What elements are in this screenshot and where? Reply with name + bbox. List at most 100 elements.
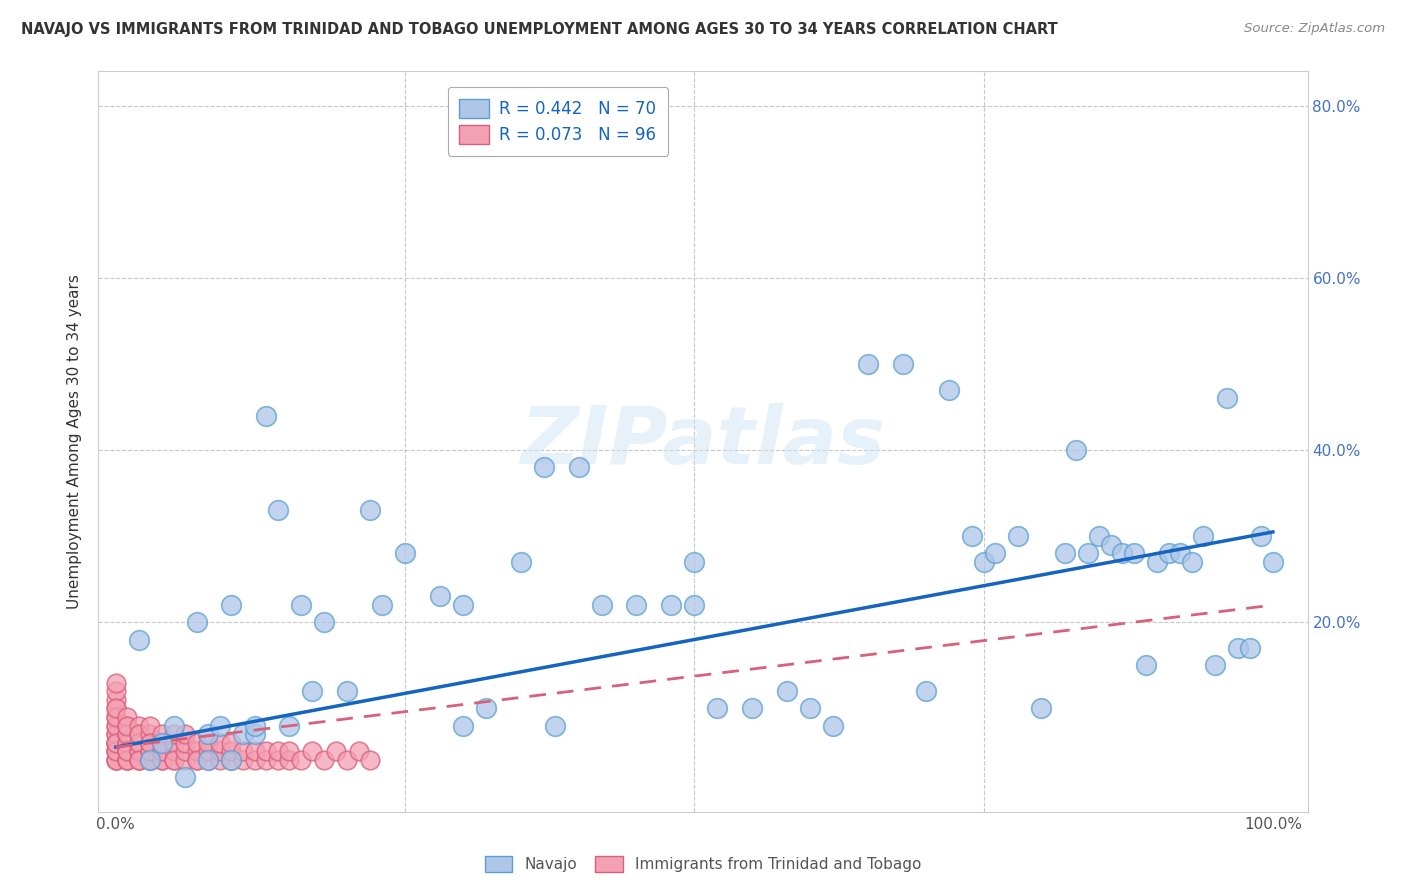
Point: [914, 684, 936, 698]
Point: [186, 615, 208, 630]
Point: [1168, 546, 1191, 560]
Point: [208, 744, 231, 758]
Point: [254, 409, 277, 423]
Point: [1157, 546, 1180, 560]
Point: [139, 744, 162, 758]
Point: [1146, 555, 1168, 569]
Point: [117, 718, 139, 732]
Point: [128, 744, 150, 758]
Point: [336, 753, 359, 767]
Point: [626, 598, 648, 612]
Legend: Navajo, Immigrants from Trinidad and Tobago: Navajo, Immigrants from Trinidad and Tob…: [477, 848, 929, 880]
Point: [359, 753, 381, 767]
Point: [174, 753, 197, 767]
Point: [104, 753, 127, 767]
Point: [359, 503, 381, 517]
Point: [706, 701, 728, 715]
Point: [186, 753, 208, 767]
Point: [104, 710, 127, 724]
Point: [128, 736, 150, 750]
Point: [162, 753, 184, 767]
Point: [104, 727, 127, 741]
Point: [104, 744, 127, 758]
Point: [1135, 658, 1157, 673]
Point: [1111, 546, 1133, 560]
Point: [290, 753, 312, 767]
Point: [162, 718, 184, 732]
Point: [186, 736, 208, 750]
Point: [104, 753, 127, 767]
Point: [938, 383, 960, 397]
Point: [1181, 555, 1204, 569]
Point: [429, 590, 451, 604]
Point: [139, 744, 162, 758]
Point: [128, 718, 150, 732]
Point: [659, 598, 682, 612]
Point: [243, 744, 266, 758]
Point: [174, 727, 197, 741]
Point: [162, 753, 184, 767]
Point: [278, 744, 301, 758]
Point: [254, 753, 277, 767]
Point: [1053, 546, 1076, 560]
Point: [451, 598, 474, 612]
Point: [336, 684, 359, 698]
Point: [139, 753, 162, 767]
Point: [301, 684, 323, 698]
Point: [221, 736, 243, 750]
Point: [186, 753, 208, 767]
Point: [568, 460, 591, 475]
Point: [312, 753, 335, 767]
Point: [128, 736, 150, 750]
Point: [278, 718, 301, 732]
Point: [1088, 529, 1111, 543]
Point: [117, 727, 139, 741]
Point: [162, 727, 184, 741]
Point: [243, 718, 266, 732]
Point: [139, 753, 162, 767]
Point: [475, 701, 498, 715]
Point: [278, 753, 301, 767]
Point: [139, 753, 162, 767]
Point: [104, 727, 127, 741]
Point: [1123, 546, 1146, 560]
Point: [267, 503, 290, 517]
Point: [104, 744, 127, 758]
Point: [117, 744, 139, 758]
Y-axis label: Unemployment Among Ages 30 to 34 years: Unemployment Among Ages 30 to 34 years: [67, 274, 83, 609]
Point: [591, 598, 613, 612]
Point: [325, 744, 347, 758]
Point: [312, 615, 335, 630]
Point: [128, 727, 150, 741]
Point: [128, 753, 150, 767]
Point: [104, 675, 127, 690]
Point: [243, 727, 266, 741]
Point: [973, 555, 995, 569]
Point: [104, 736, 127, 750]
Point: [1227, 641, 1250, 656]
Point: [1204, 658, 1226, 673]
Point: [254, 744, 277, 758]
Point: [267, 753, 290, 767]
Point: [186, 744, 208, 758]
Point: [856, 357, 879, 371]
Point: [117, 753, 139, 767]
Point: [117, 736, 139, 750]
Point: [232, 744, 254, 758]
Point: [117, 727, 139, 741]
Point: [1031, 701, 1053, 715]
Point: [451, 718, 474, 732]
Point: [104, 701, 127, 715]
Point: [776, 684, 799, 698]
Point: [128, 744, 150, 758]
Point: [509, 555, 531, 569]
Point: [139, 718, 162, 732]
Point: [139, 727, 162, 741]
Point: [174, 770, 197, 784]
Point: [960, 529, 983, 543]
Point: [208, 753, 231, 767]
Point: [232, 753, 254, 767]
Point: [221, 744, 243, 758]
Point: [150, 736, 173, 750]
Point: [104, 710, 127, 724]
